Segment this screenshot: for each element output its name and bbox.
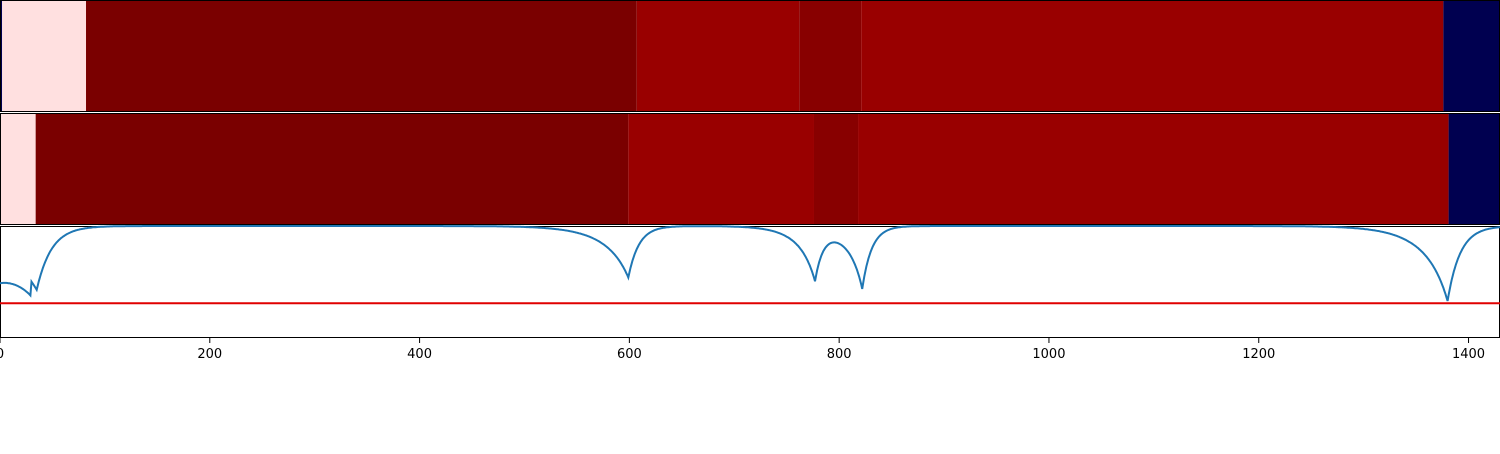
- segment-1-4: [637, 0, 800, 112]
- signal-frame: [1, 227, 1500, 338]
- x-tick-label-3: 600: [617, 347, 642, 362]
- x-axis: 0 200 400 600 800 1000 1200 1400: [0, 338, 1485, 362]
- segment-2-2: [36, 113, 629, 225]
- segment-2-6: [1449, 113, 1500, 225]
- x-tick-label-5: 1000: [1032, 347, 1065, 362]
- segment-2-5: [858, 113, 1449, 225]
- x-tick-label-6: 1200: [1242, 347, 1275, 362]
- segment-1-5: [799, 0, 861, 112]
- segment-row-2: [0, 113, 1500, 225]
- x-tick-label-7: 1400: [1452, 347, 1485, 362]
- segment-2-1: [0, 113, 36, 225]
- segment-2-3: [628, 113, 814, 225]
- x-tick-label-0: 0: [0, 347, 4, 362]
- x-tick-label-2: 400: [407, 347, 432, 362]
- segment-1-2: [2, 0, 86, 112]
- segment-1-7: [1443, 0, 1500, 112]
- segment-1-3: [86, 0, 637, 112]
- x-tick-label-1: 200: [197, 347, 222, 362]
- segment-2-4: [814, 113, 858, 225]
- signal-panel: [0, 226, 1500, 338]
- segment-1-6: [861, 0, 1443, 112]
- segment-row-1: [0, 0, 1500, 112]
- x-tick-label-4: 800: [827, 347, 852, 362]
